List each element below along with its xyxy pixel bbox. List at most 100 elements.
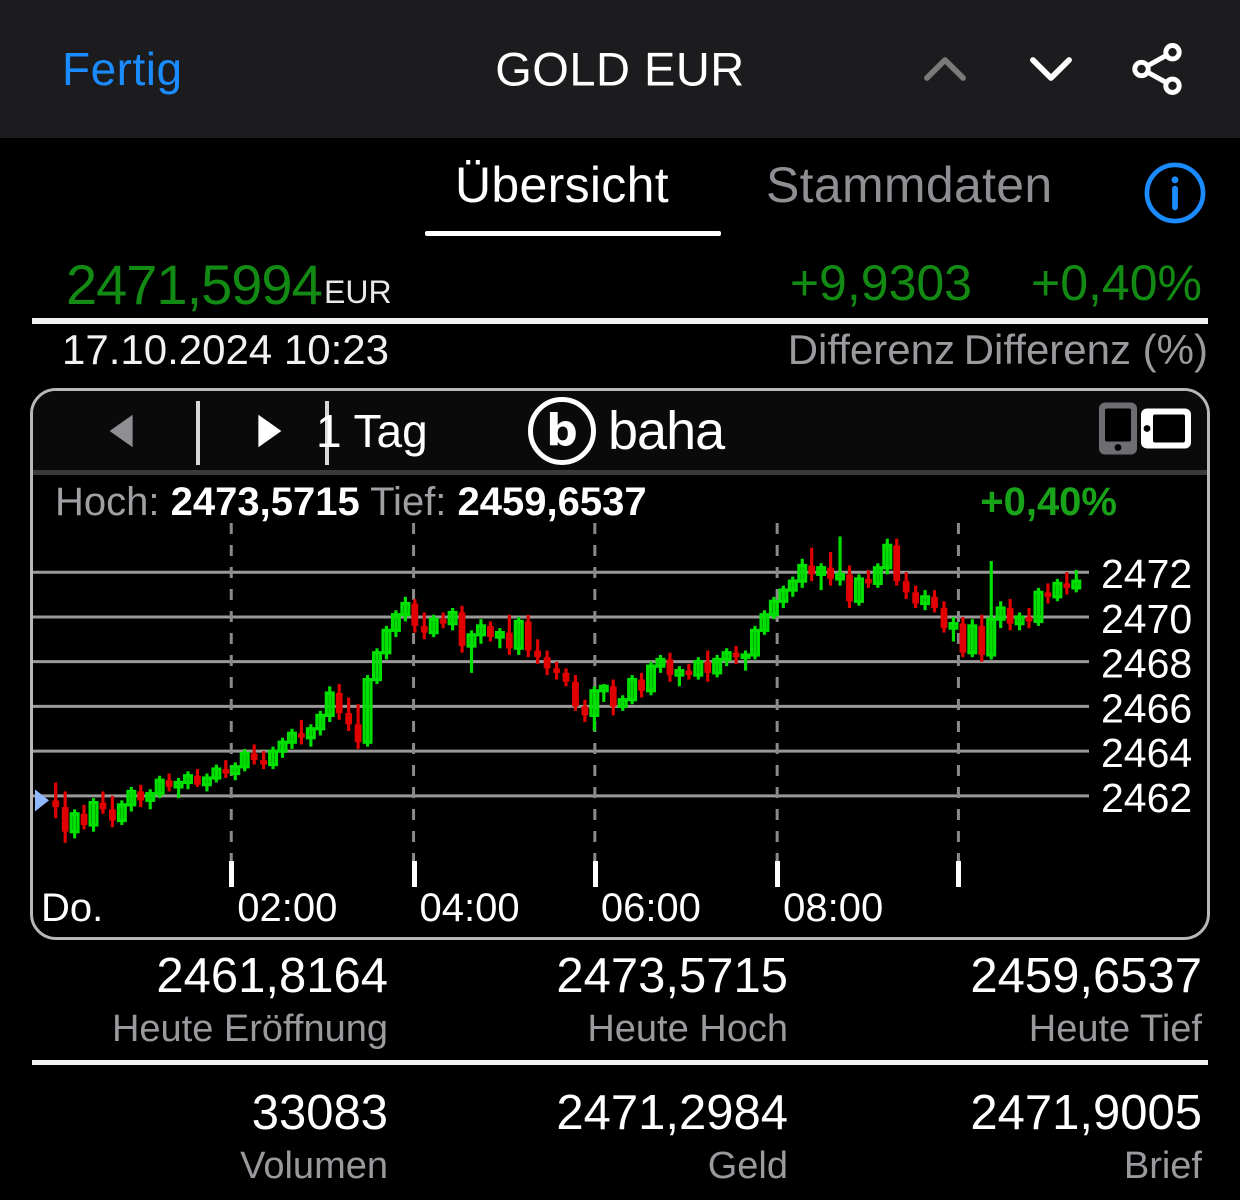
candle	[99, 791, 107, 814]
candle	[1063, 572, 1071, 595]
candle	[354, 704, 362, 749]
candle	[816, 563, 827, 591]
candle	[154, 775, 165, 799]
chevron-up-icon[interactable]	[914, 38, 976, 100]
candle	[759, 610, 770, 635]
stat-low-label: Heute Tief	[1028, 1008, 1202, 1050]
candle	[390, 610, 401, 638]
candle	[145, 789, 156, 810]
x-axis-tick-2: 04:00	[419, 886, 520, 930]
candle	[362, 675, 373, 747]
stats-section: 2461,8164 Heute Eröffnung 2473,5715 Heut…	[0, 948, 1240, 1195]
candle	[581, 699, 589, 723]
candle	[598, 684, 609, 702]
quote-summary: 2471,5994 EUR +9,9303 +0,40%	[0, 252, 1240, 318]
candle	[995, 601, 1006, 629]
stat-open: 2461,8164 Heute Eröffnung	[112, 948, 388, 1054]
candle	[420, 612, 428, 640]
candle	[827, 552, 834, 586]
candle	[778, 585, 789, 608]
info-icon[interactable]	[1142, 160, 1208, 226]
candle	[1052, 578, 1063, 602]
candle	[260, 751, 268, 770]
candle	[372, 648, 383, 685]
candle	[543, 650, 551, 676]
y-axis-tick-0: 2472	[1101, 551, 1192, 597]
candle	[305, 724, 316, 747]
candle	[183, 771, 194, 790]
x-axis-tick-4: 08:00	[783, 886, 884, 930]
difference-percent-value: +0,40%	[1031, 255, 1202, 311]
chart-header: Hoch: 2473,5715 Tief: 2459,6537 +0,40%	[33, 480, 1207, 526]
share-icon[interactable]	[1126, 38, 1188, 100]
candle	[808, 547, 816, 582]
candle	[345, 697, 353, 732]
chart-high-value: 2473,5715	[170, 480, 360, 524]
stat-low: 2459,6537 Heute Tief	[970, 948, 1202, 1054]
candle	[277, 737, 288, 758]
arrow-left-icon[interactable]	[101, 408, 147, 454]
tab-stammdaten[interactable]: Stammdaten	[766, 157, 1053, 213]
baha-logo: b baha	[528, 396, 725, 465]
tab-bar: Übersicht Stammdaten	[0, 138, 1240, 256]
x-axis-tick-mark-4	[775, 861, 781, 887]
candle	[109, 795, 116, 828]
candle	[230, 762, 241, 781]
candle	[298, 719, 305, 745]
candle	[411, 599, 419, 633]
candlestick-plot[interactable]: 2472 2470 2468 2466 2464 2462	[33, 523, 1207, 863]
last-price: 2471,5994	[66, 253, 323, 316]
candle	[1044, 583, 1052, 604]
stat-ask: 2471,9005 Brief	[970, 1085, 1202, 1191]
stats-row-1: 2461,8164 Heute Eröffnung 2473,5715 Heut…	[0, 948, 1240, 1058]
stats-row-2: 33083 Volumen 2471,2984 Geld 2471,9005 B…	[0, 1085, 1240, 1195]
candle	[201, 773, 212, 792]
y-axis-tick-2: 2468	[1101, 641, 1192, 687]
device-rotate-icon[interactable]	[1097, 397, 1193, 464]
chart-low-label: Tief:	[370, 480, 447, 524]
candle	[740, 650, 751, 671]
range-selector[interactable]: 1 Tag	[316, 404, 428, 457]
chart-high-label: Hoch:	[55, 480, 160, 524]
candle	[853, 574, 864, 606]
stat-volume-value: 33083	[251, 1086, 388, 1140]
chart-panel[interactable]: 1 Tag b baha Hoch: 2473,5715 T	[30, 388, 1210, 940]
quote-subrow: 17.10.2024 10:23 Differenz Differenz (%)	[0, 326, 1240, 382]
candle	[165, 773, 173, 792]
candle	[335, 684, 343, 720]
chevron-down-icon[interactable]	[1020, 38, 1082, 100]
candle	[749, 625, 760, 660]
candle	[940, 601, 948, 633]
candle	[137, 784, 145, 808]
candle	[646, 661, 657, 696]
stat-volume-label: Volumen	[240, 1145, 388, 1187]
done-button[interactable]: Fertig	[62, 43, 183, 95]
candle	[494, 628, 505, 649]
candle	[466, 630, 477, 673]
candle	[315, 710, 326, 736]
stat-bid: 2471,2984 Geld	[556, 1085, 788, 1191]
tab-uebersicht[interactable]: Übersicht	[455, 157, 669, 213]
stat-low-value: 2459,6537	[970, 949, 1202, 1003]
tab-active-underline	[425, 231, 721, 236]
candle	[487, 621, 494, 642]
candle	[553, 661, 560, 680]
divider-top	[32, 318, 1208, 324]
candle	[268, 746, 279, 770]
candle	[239, 748, 250, 772]
toolbar-separator-1	[196, 401, 200, 465]
candle	[638, 672, 645, 698]
x-axis-tick-mark-2	[411, 861, 417, 887]
stat-high: 2473,5715 Heute Hoch	[556, 948, 788, 1054]
candle	[589, 686, 600, 732]
candle	[655, 654, 666, 673]
arrow-right-icon[interactable]	[244, 408, 290, 454]
currency-label: EUR	[324, 274, 392, 310]
navigation-bar: Fertig GOLD EUR	[0, 0, 1240, 138]
candle	[967, 619, 978, 658]
candle	[912, 585, 920, 608]
candle	[194, 769, 201, 787]
x-axis-tick-mark-last	[956, 861, 962, 887]
candle	[787, 576, 798, 597]
